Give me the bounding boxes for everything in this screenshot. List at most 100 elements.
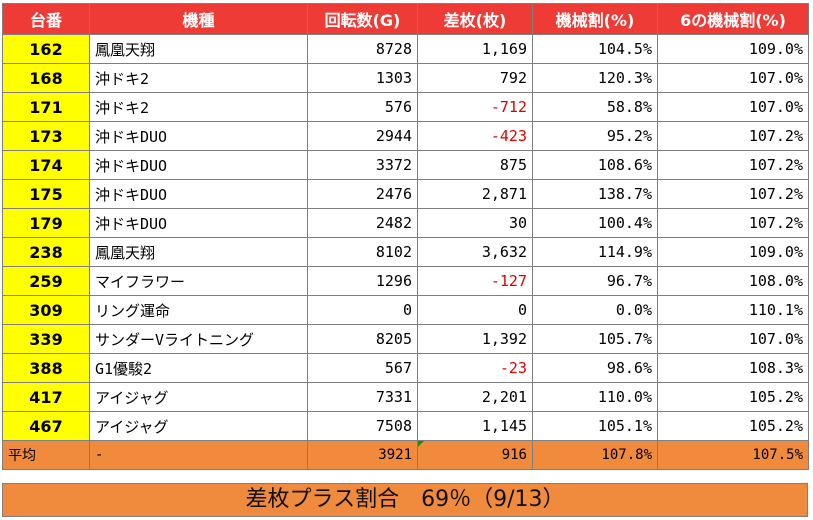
plus-ratio-summary[interactable]: 差枚プラス割合 69％（9/13） — [2, 483, 808, 517]
cell-setting6[interactable]: 107.0% — [657, 92, 809, 122]
cell-model[interactable]: 沖ドキ2 — [89, 92, 308, 122]
cell-machine-no[interactable]: 309 — [2, 295, 90, 325]
cell-setting6[interactable]: 105.2% — [657, 411, 809, 441]
cell-payout[interactable]: 0.0% — [532, 295, 658, 325]
cell-payout[interactable]: 58.8% — [532, 92, 658, 122]
cell-setting6[interactable]: 107.0% — [657, 63, 809, 93]
average-label[interactable]: 平均 — [2, 440, 90, 470]
cell-setting6[interactable]: 108.3% — [657, 353, 809, 383]
cell-diff[interactable]: 2,871 — [417, 179, 533, 209]
cell-spins[interactable]: 1296 — [307, 266, 418, 296]
cell-setting6[interactable]: 107.2% — [657, 150, 809, 180]
table-row: 173 沖ドキDUO 2944 -423 95.2% 107.2% — [2, 121, 809, 151]
header-setting6-payout[interactable]: 6の機械割(%) — [657, 3, 809, 35]
cell-setting6[interactable]: 109.0% — [657, 237, 809, 267]
cell-spins[interactable]: 7331 — [307, 382, 418, 412]
cell-machine-no[interactable]: 162 — [2, 34, 90, 64]
cell-diff[interactable]: -712 — [417, 92, 533, 122]
cell-model[interactable]: サンダーVライトニング — [89, 324, 308, 354]
cell-payout[interactable]: 96.7% — [532, 266, 658, 296]
cell-setting6[interactable]: 107.2% — [657, 208, 809, 238]
cell-spins[interactable]: 8102 — [307, 237, 418, 267]
cell-diff[interactable]: 1,169 — [417, 34, 533, 64]
cell-machine-no[interactable]: 467 — [2, 411, 90, 441]
average-payout[interactable]: 107.8% — [532, 440, 658, 470]
cell-machine-no[interactable]: 175 — [2, 179, 90, 209]
cell-setting6[interactable]: 107.2% — [657, 179, 809, 209]
cell-diff[interactable]: 3,632 — [417, 237, 533, 267]
cell-setting6[interactable]: 107.2% — [657, 121, 809, 151]
cell-payout[interactable]: 108.6% — [532, 150, 658, 180]
average-spins[interactable]: 3921 — [307, 440, 418, 470]
cell-spins[interactable]: 8728 — [307, 34, 418, 64]
cell-diff[interactable]: -127 — [417, 266, 533, 296]
cell-machine-no[interactable]: 259 — [2, 266, 90, 296]
cell-setting6[interactable]: 108.0% — [657, 266, 809, 296]
cell-payout[interactable]: 138.7% — [532, 179, 658, 209]
cell-model[interactable]: 沖ドキDUO — [89, 150, 308, 180]
cell-machine-no[interactable]: 173 — [2, 121, 90, 151]
cell-diff[interactable]: 1,392 — [417, 324, 533, 354]
cell-payout[interactable]: 98.6% — [532, 353, 658, 383]
cell-diff[interactable]: 0 — [417, 295, 533, 325]
average-diff-value: 916 — [501, 447, 527, 463]
cell-model[interactable]: 沖ドキDUO — [89, 121, 308, 151]
cell-machine-no[interactable]: 417 — [2, 382, 90, 412]
cell-setting6[interactable]: 110.1% — [657, 295, 809, 325]
cell-payout[interactable]: 95.2% — [532, 121, 658, 151]
header-model[interactable]: 機種 — [89, 3, 308, 35]
cell-model[interactable]: アイジャグ — [89, 382, 308, 412]
cell-model[interactable]: G1優駿2 — [89, 353, 308, 383]
cell-setting6[interactable]: 107.0% — [657, 324, 809, 354]
cell-spins[interactable]: 2944 — [307, 121, 418, 151]
average-model[interactable]: - — [89, 440, 308, 470]
cell-model[interactable]: 沖ドキ2 — [89, 63, 308, 93]
average-setting6[interactable]: 107.5% — [657, 440, 809, 470]
cell-machine-no[interactable]: 388 — [2, 353, 90, 383]
cell-payout[interactable]: 100.4% — [532, 208, 658, 238]
cell-spins[interactable]: 7508 — [307, 411, 418, 441]
header-machine-no[interactable]: 台番 — [2, 3, 90, 35]
cell-model[interactable]: マイフラワー — [89, 266, 308, 296]
cell-payout[interactable]: 105.1% — [532, 411, 658, 441]
cell-model[interactable]: 鳳凰天翔 — [89, 34, 308, 64]
cell-diff[interactable]: 30 — [417, 208, 533, 238]
cell-machine-no[interactable]: 171 — [2, 92, 90, 122]
cell-diff[interactable]: 2,201 — [417, 382, 533, 412]
cell-diff[interactable]: 875 — [417, 150, 533, 180]
cell-diff[interactable]: -23 — [417, 353, 533, 383]
cell-machine-no[interactable]: 174 — [2, 150, 90, 180]
cell-setting6[interactable]: 105.2% — [657, 382, 809, 412]
cell-payout[interactable]: 114.9% — [532, 237, 658, 267]
cell-spins[interactable]: 2476 — [307, 179, 418, 209]
cell-machine-no[interactable]: 179 — [2, 208, 90, 238]
cell-spins[interactable]: 1303 — [307, 63, 418, 93]
cell-diff[interactable]: 1,145 — [417, 411, 533, 441]
cell-payout[interactable]: 104.5% — [532, 34, 658, 64]
cell-setting6[interactable]: 109.0% — [657, 34, 809, 64]
cell-payout[interactable]: 120.3% — [532, 63, 658, 93]
cell-diff[interactable]: -423 — [417, 121, 533, 151]
header-diff[interactable]: 差枚(枚) — [417, 3, 533, 35]
header-spins[interactable]: 回転数(G) — [307, 3, 418, 35]
cell-payout[interactable]: 110.0% — [532, 382, 658, 412]
header-payout[interactable]: 機械割(%) — [532, 3, 658, 35]
cell-spins[interactable]: 2482 — [307, 208, 418, 238]
cell-machine-no[interactable]: 168 — [2, 63, 90, 93]
cell-model[interactable]: アイジャグ — [89, 411, 308, 441]
cell-spins[interactable]: 576 — [307, 92, 418, 122]
error-indicator-icon — [418, 441, 424, 447]
cell-machine-no[interactable]: 238 — [2, 237, 90, 267]
cell-model[interactable]: 沖ドキDUO — [89, 179, 308, 209]
average-diff[interactable]: 916 — [417, 440, 533, 470]
cell-model[interactable]: 鳳凰天翔 — [89, 237, 308, 267]
cell-spins[interactable]: 3372 — [307, 150, 418, 180]
cell-spins[interactable]: 8205 — [307, 324, 418, 354]
cell-payout[interactable]: 105.7% — [532, 324, 658, 354]
cell-machine-no[interactable]: 339 — [2, 324, 90, 354]
cell-model[interactable]: リング運命 — [89, 295, 308, 325]
cell-diff[interactable]: 792 — [417, 63, 533, 93]
cell-model[interactable]: 沖ドキDUO — [89, 208, 308, 238]
cell-spins[interactable]: 0 — [307, 295, 418, 325]
cell-spins[interactable]: 567 — [307, 353, 418, 383]
